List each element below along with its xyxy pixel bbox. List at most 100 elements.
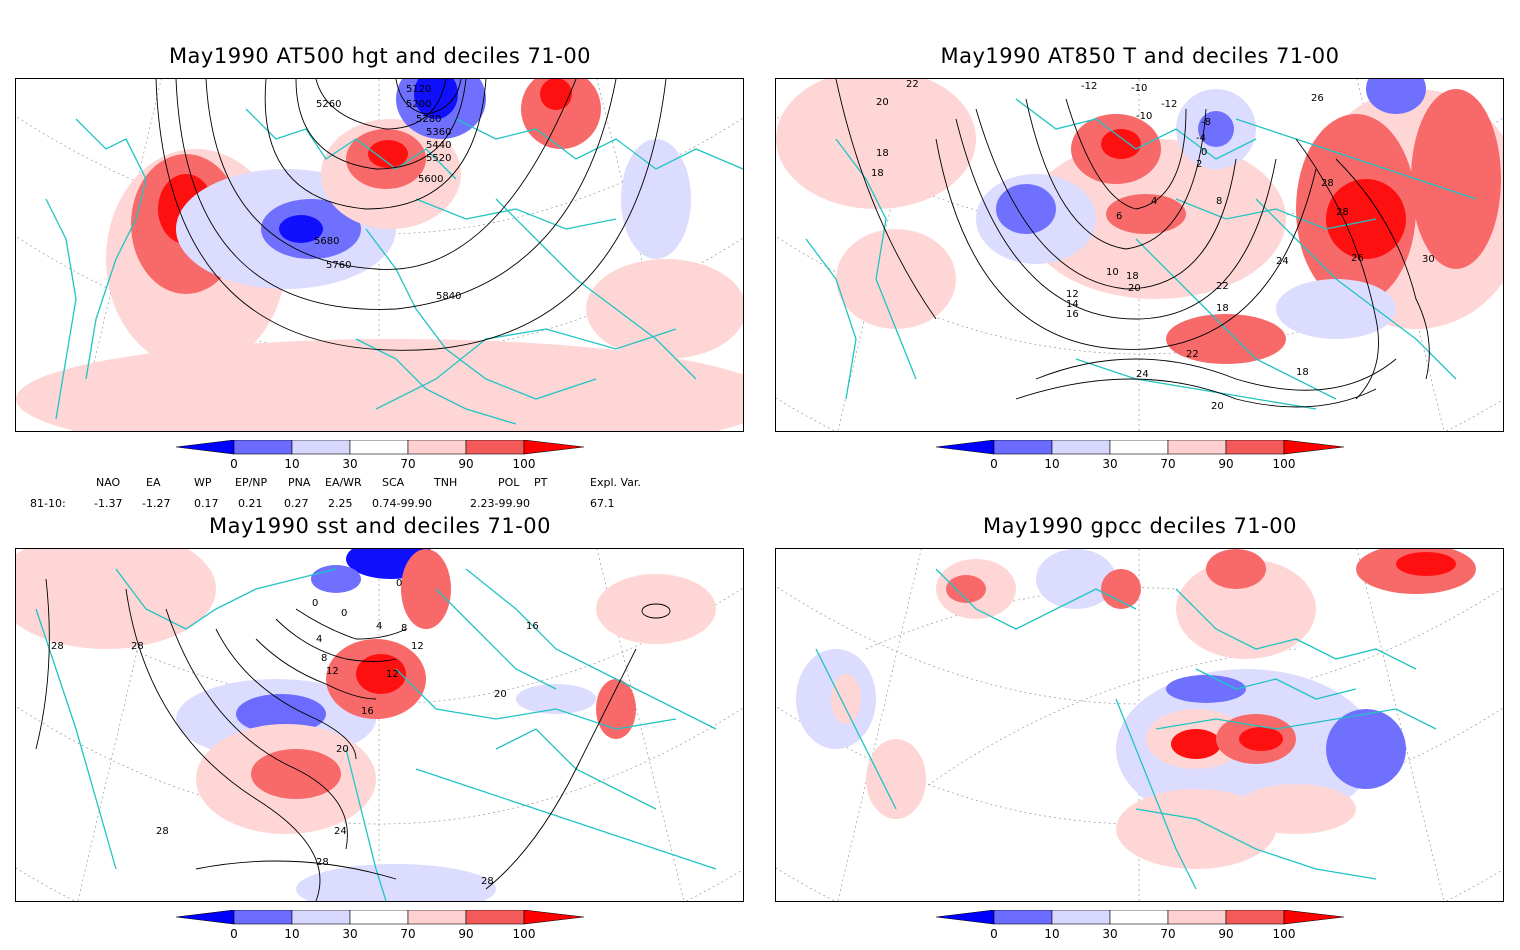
contour-label: 5360: [426, 127, 451, 138]
index-header: EP/NP: [235, 476, 268, 489]
panel-title-sst: May1990 sst and deciles 71-00: [208, 514, 552, 538]
contour-label: 18: [871, 168, 884, 179]
contour-label: 20: [1128, 283, 1141, 294]
contour-label: 5120: [406, 84, 431, 95]
contour-label: 18: [1216, 303, 1229, 314]
contour-label: 2: [1196, 159, 1202, 170]
contour-label: -10: [1136, 111, 1152, 122]
colorbar-tick: 10: [284, 457, 300, 471]
colorbar-segment-0-10: [993, 910, 1053, 925]
index-header: NAO: [96, 476, 121, 489]
contour-label: 16: [526, 621, 539, 632]
colorbar-tick: 70: [400, 927, 416, 941]
map-t850-svg: 22 20 18 18 -12 -10 -12 -10 -8 -4 0 2 4 …: [776, 79, 1503, 431]
contour-label: 5200: [406, 99, 431, 110]
decile-shading: [796, 549, 1476, 869]
colorbar-tick: 100: [512, 457, 536, 471]
contour-labels: 5120 5200 5260 5280 5360 5440 5520 5600 …: [314, 84, 461, 302]
contour-label: -12: [1161, 99, 1177, 110]
decile-shading: [776, 79, 1503, 364]
contour-label: 28: [1321, 178, 1334, 189]
colorbar-tick: 30: [342, 927, 358, 941]
contour-label: -10: [1131, 83, 1147, 94]
contour-label: 10: [1106, 267, 1119, 278]
colorbar-tick: 90: [458, 457, 474, 471]
contour-label: -12: [1081, 81, 1097, 92]
contour-label: 14: [1066, 299, 1079, 310]
map-gpcc: [775, 548, 1504, 902]
contour-label: 0: [396, 578, 402, 589]
contour-label: 28: [481, 876, 494, 887]
contour-label: 26: [1311, 93, 1324, 104]
contour-label: 12: [326, 666, 339, 677]
contour-label: -4: [1196, 133, 1206, 144]
colorbar-svg: [935, 910, 1345, 925]
colorbar-sst: 0 10 30 70 90 100: [174, 910, 586, 950]
coastlines: [805, 98, 1477, 410]
index-value: 0.17: [194, 497, 219, 510]
contour-label: 5440: [426, 140, 451, 151]
contour-label: 30: [1422, 254, 1435, 265]
colorbar-segment-70-90: [1167, 440, 1227, 455]
decile-shading: [16, 79, 743, 431]
index-header: EA: [146, 476, 161, 489]
index-value: -1.27: [142, 497, 171, 510]
index-value: 0.27: [284, 497, 309, 510]
index-value: 2.25: [328, 497, 353, 510]
contour-label: 5680: [314, 236, 339, 247]
contour-label: 5260: [316, 99, 341, 110]
colorbar-segment-0-10: [993, 440, 1053, 455]
contour-label: 20: [1211, 401, 1224, 412]
contour-label: 18: [1296, 367, 1309, 378]
map-gpcc-svg: [776, 549, 1503, 901]
decile-shading: [16, 549, 716, 901]
map-t850: 22 20 18 18 -12 -10 -12 -10 -8 -4 0 2 4 …: [775, 78, 1504, 432]
index-row-label: 81-10:: [30, 497, 66, 510]
colorbar-segment-10-30: [291, 910, 351, 925]
contour-label: 18: [1126, 271, 1139, 282]
map-sst: 28 28 0 0 0 4 4 8 8 12 12 12 16 16 20 20…: [15, 548, 744, 902]
colorbar-tick: 30: [342, 457, 358, 471]
colorbar-segment-30-70: [349, 910, 409, 925]
contour-label: 8: [401, 623, 407, 634]
index-header: POL: [498, 476, 520, 489]
contour-labels: 22 20 18 18 -12 -10 -12 -10 -8 -4 0 2 4 …: [871, 79, 1435, 412]
colorbar-min-arrow: [175, 910, 235, 925]
colorbar-min-arrow: [935, 910, 995, 925]
index-header: PT: [534, 476, 548, 489]
contour-label: 12: [386, 669, 399, 680]
colorbar-segment-70-90: [1167, 910, 1227, 925]
colorbar-segment-30-70: [1109, 910, 1169, 925]
colorbar-tick: 0: [230, 927, 238, 941]
colorbar-tick: 0: [990, 457, 998, 471]
colorbar-segment-0-10: [233, 910, 293, 925]
contour-label: 24: [1136, 369, 1149, 380]
colorbar-tick: 0: [230, 457, 238, 471]
colorbar-segment-10-30: [1051, 910, 1111, 925]
contours: [155, 79, 667, 351]
colorbar-tick: 90: [458, 927, 474, 941]
colorbar-tick: 100: [1272, 927, 1296, 941]
colorbar-segment-90-100: [465, 910, 525, 925]
contour-label: 4: [376, 621, 382, 632]
colorbar-segment-90-100: [1225, 440, 1285, 455]
colorbar-tick: 30: [1102, 457, 1118, 471]
contour-label: 5280: [416, 114, 441, 125]
colorbar-tick: 90: [1218, 457, 1234, 471]
colorbar-segment-90-100: [465, 440, 525, 455]
colorbar-tick: 30: [1102, 927, 1118, 941]
contours: [835, 79, 1430, 408]
colorbar-segment-10-30: [291, 440, 351, 455]
colorbar-max-arrow: [523, 440, 585, 455]
contour-label: 26: [1351, 253, 1364, 264]
contour-label: 20: [876, 97, 889, 108]
colorbar-svg: [175, 440, 585, 455]
colorbar-tick: 100: [1272, 457, 1296, 471]
index-value: 0.74-99.90: [372, 497, 432, 510]
contour-label: 16: [361, 706, 374, 717]
contours: [35, 578, 671, 901]
colorbar-tick: 10: [284, 927, 300, 941]
contour-label: 5760: [326, 260, 351, 271]
colorbar-segment-0-10: [233, 440, 293, 455]
map-z500-svg: 5120 5200 5260 5280 5360 5440 5520 5600 …: [16, 79, 743, 431]
